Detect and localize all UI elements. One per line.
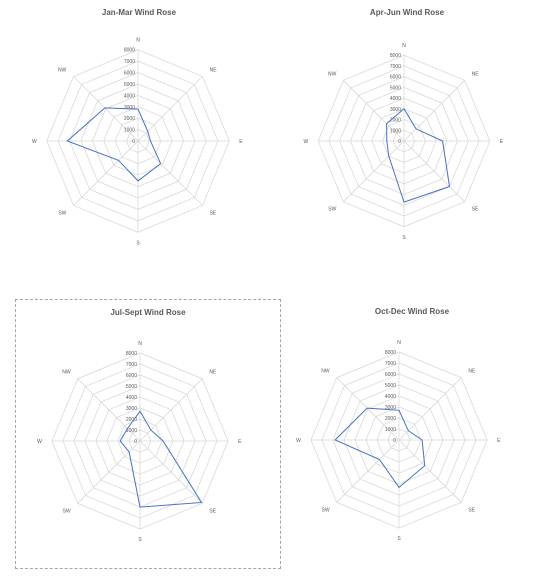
grid-spoke: [403, 140, 465, 202]
tick-label: 6000: [126, 373, 137, 379]
chart-panel-apr-jun[interactable]: Apr-Jun Wind Rose 0 1000 2000 3000 4000 5000 6…: [273, 2, 541, 280]
direction-label: NE: [209, 370, 217, 376]
direction-label: SW: [63, 508, 71, 514]
tick-label: 1000: [390, 128, 401, 134]
chart-panel-oct-dec[interactable]: Oct-Dec Wind Rose 0 1000 2000 3000 4000 5000 6…: [283, 299, 541, 574]
direction-label: N: [402, 43, 406, 49]
tick-label: 1000: [385, 427, 396, 433]
tick-label: 5000: [124, 82, 135, 88]
tick-label: 5000: [126, 384, 137, 390]
tick-label: 3000: [385, 405, 396, 411]
grid-spoke: [137, 76, 203, 142]
direction-label: SW: [322, 507, 330, 513]
grid-spoke: [77, 378, 141, 442]
tick-label: 5000: [385, 383, 396, 389]
grid-spoke: [73, 76, 139, 142]
direction-label: SW: [328, 207, 336, 213]
tick-label: 1000: [124, 128, 135, 134]
grid-spoke: [343, 80, 405, 142]
direction-label: S: [138, 537, 142, 543]
tick-label: 0: [393, 438, 396, 444]
direction-label: NW: [62, 370, 71, 376]
direction-label: NE: [468, 369, 476, 375]
tick-label: 1000: [126, 428, 137, 434]
direction-label: SE: [472, 207, 479, 213]
direction-label: NW: [328, 71, 337, 77]
chart-title: Jan-Mar Wind Rose: [101, 8, 177, 17]
chart-title: Apr-Jun Wind Rose: [369, 8, 445, 17]
tick-label: 7000: [385, 361, 396, 367]
grid-spoke: [398, 377, 462, 441]
direction-label: W: [37, 439, 42, 445]
tick-label: 0: [132, 139, 135, 145]
chart-panel-jan-mar[interactable]: Jan-Mar Wind Rose 0 1000 2000 3000 4000 5000 6…: [8, 2, 270, 280]
tick-label: 8000: [390, 53, 401, 59]
tick-label: 7000: [126, 362, 137, 368]
grid-spoke: [343, 140, 405, 202]
tick-label: 7000: [124, 59, 135, 65]
tick-label: 2000: [390, 118, 401, 124]
grid-spoke: [139, 378, 203, 442]
grid-spoke: [398, 439, 462, 503]
direction-label: NW: [321, 369, 330, 375]
grid-spoke: [137, 140, 203, 206]
direction-label: SE: [468, 507, 475, 513]
direction-label: W: [296, 438, 301, 444]
direction-label: E: [500, 139, 504, 145]
tick-label: 8000: [124, 48, 135, 54]
direction-label: E: [497, 438, 501, 444]
tick-label: 2000: [385, 416, 396, 422]
direction-label: N: [138, 341, 142, 347]
direction-label: S: [136, 240, 140, 246]
direction-label: W: [303, 139, 308, 145]
chart-title: Jul-Sept Wind Rose: [110, 308, 186, 317]
direction-label: NE: [472, 71, 480, 77]
grid-spoke: [336, 439, 400, 503]
direction-label: E: [238, 439, 242, 445]
tick-label: 4000: [385, 394, 396, 400]
tick-label: 3000: [124, 105, 135, 111]
chart-title: Oct-Dec Wind Rose: [374, 307, 450, 316]
direction-label: SW: [58, 211, 66, 217]
grid-spoke: [403, 80, 465, 142]
grid-spoke: [77, 440, 141, 504]
tick-label: 8000: [385, 350, 396, 356]
tick-label: 0: [398, 139, 401, 145]
direction-label: N: [136, 38, 140, 44]
tick-label: 2000: [126, 417, 137, 423]
direction-label: W: [32, 139, 37, 145]
tick-label: 3000: [126, 406, 137, 412]
direction-label: N: [397, 340, 401, 346]
direction-label: SE: [209, 508, 216, 514]
tick-label: 7000: [390, 64, 401, 70]
tick-label: 0: [134, 439, 137, 445]
tick-label: 4000: [126, 395, 137, 401]
tick-label: 3000: [390, 107, 401, 113]
chart-panel-jul-sept[interactable]: Jul-Sept Wind Rose 0 1000 2000 3000 4000 5000…: [15, 299, 281, 569]
grid-spoke: [139, 440, 203, 504]
tick-label: 8000: [126, 351, 137, 357]
tick-label: 4000: [124, 93, 135, 99]
direction-label: NE: [210, 67, 218, 73]
direction-label: NW: [58, 67, 67, 73]
tick-label: 6000: [390, 75, 401, 81]
tick-label: 6000: [385, 372, 396, 378]
tick-label: 6000: [124, 71, 135, 77]
tick-label: 5000: [390, 85, 401, 91]
grid-spoke: [73, 140, 139, 206]
direction-label: S: [402, 235, 406, 241]
tick-label: 4000: [390, 96, 401, 102]
direction-label: E: [239, 139, 243, 145]
grid-spoke: [336, 377, 400, 441]
direction-label: SE: [210, 211, 217, 217]
direction-label: S: [397, 536, 401, 542]
tick-label: 2000: [124, 116, 135, 122]
